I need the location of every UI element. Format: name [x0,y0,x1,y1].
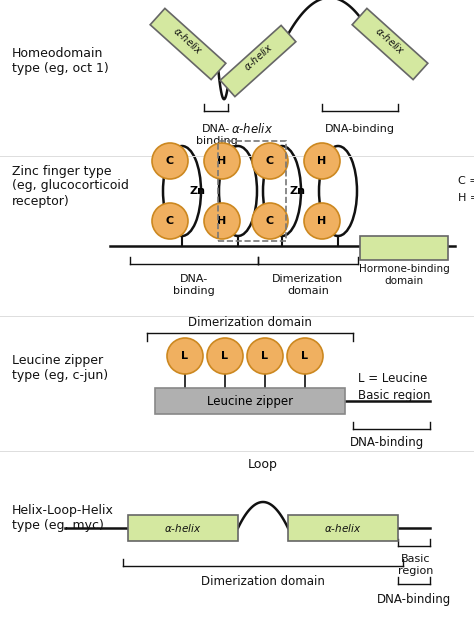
Polygon shape [150,8,226,80]
Text: L = Leucine: L = Leucine [358,373,428,385]
Text: L: L [221,351,228,361]
Text: L: L [262,351,268,361]
Text: Homeodomain
type (eg, oct 1): Homeodomain type (eg, oct 1) [12,47,109,75]
FancyBboxPatch shape [128,515,238,541]
Text: Basic
region: Basic region [398,554,434,576]
Text: C: C [166,156,174,166]
FancyBboxPatch shape [155,388,345,414]
Text: Dimerization
domain: Dimerization domain [273,274,344,296]
Text: $\alpha$-helix: $\alpha$-helix [171,24,205,57]
Text: H: H [318,216,327,226]
Text: DNA-binding: DNA-binding [377,593,451,606]
FancyBboxPatch shape [288,515,398,541]
Text: C: C [166,216,174,226]
Text: Zinc finger type
(eg, glucocorticoid
receptor): Zinc finger type (eg, glucocorticoid rec… [12,165,129,207]
Text: $\alpha$-helix: $\alpha$-helix [324,522,362,534]
Text: H: H [218,156,227,166]
Circle shape [207,338,243,374]
Text: Dimerization domain: Dimerization domain [188,316,312,329]
Text: L: L [301,351,309,361]
Text: Hormone-binding
domain: Hormone-binding domain [359,264,449,286]
Text: Zn: Zn [190,186,206,196]
Polygon shape [352,8,428,80]
Text: Loop: Loop [248,458,278,471]
Circle shape [204,143,240,179]
Circle shape [287,338,323,374]
Text: Basic region: Basic region [358,389,430,403]
Circle shape [152,203,188,239]
Text: $\alpha$-helix: $\alpha$-helix [241,41,275,73]
Text: L: L [182,351,189,361]
Text: Dimerization domain: Dimerization domain [201,575,325,588]
Text: DNA-binding: DNA-binding [350,436,425,449]
Text: C: C [266,216,274,226]
Text: DNA-
binding: DNA- binding [173,274,215,296]
Circle shape [304,143,340,179]
Text: Helix-Loop-Helix
type (eg, myc): Helix-Loop-Helix type (eg, myc) [12,504,114,532]
Text: Leucine zipper: Leucine zipper [207,394,293,408]
Text: H = Histidine: H = Histidine [458,193,474,203]
Circle shape [304,203,340,239]
Text: DNA-
binding: DNA- binding [196,125,237,146]
Text: $\alpha$-helix: $\alpha$-helix [373,24,407,57]
Text: $\alpha$-helix: $\alpha$-helix [164,522,202,534]
Circle shape [204,203,240,239]
Polygon shape [220,25,296,97]
Text: DNA-binding: DNA-binding [325,125,394,134]
Text: H: H [218,216,227,226]
Text: Leucine zipper
type (eg, c-jun): Leucine zipper type (eg, c-jun) [12,354,108,382]
Text: C: C [266,156,274,166]
FancyBboxPatch shape [360,236,448,260]
Circle shape [167,338,203,374]
Text: H: H [318,156,327,166]
Bar [218,141,286,241]
Circle shape [247,338,283,374]
Text: C = Cysteine: C = Cysteine [458,176,474,186]
Circle shape [252,203,288,239]
Circle shape [252,143,288,179]
Circle shape [152,143,188,179]
Text: $\alpha$-helix: $\alpha$-helix [231,122,273,136]
Text: Zn: Zn [290,186,306,196]
